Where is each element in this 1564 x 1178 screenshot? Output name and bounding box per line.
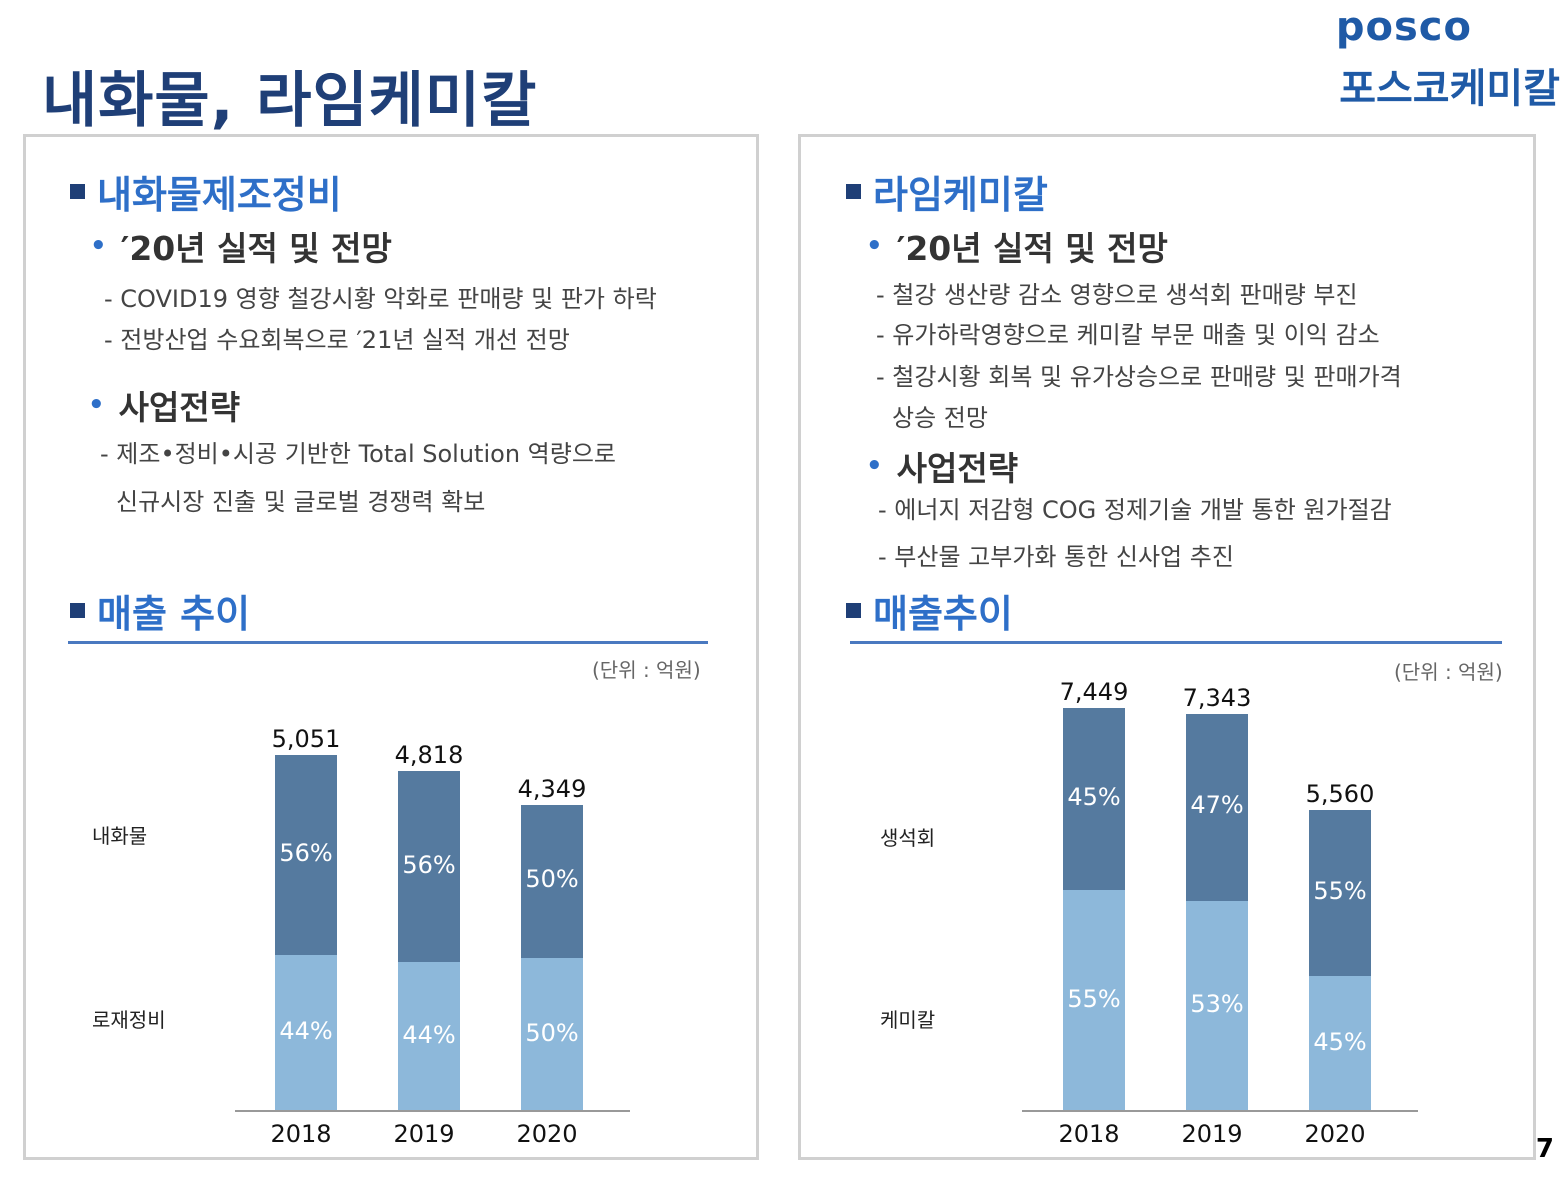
left-strategy-line-2: 신규시장 진출 및 글로벌 경쟁력 확보 (116, 488, 486, 516)
bullet-dot-icon: • (90, 231, 107, 261)
page-number: 7 (1535, 1134, 1554, 1164)
right-results-line-2: - 유가하락영향으로 케미칼 부문 매출 및 이익 감소 (876, 321, 1380, 349)
data-label-share: 44% (279, 1017, 333, 1046)
left-sales-title-text: 매출 추이 (97, 592, 251, 636)
bar-segment-케미칼-2019 (1186, 900, 1248, 1112)
left-results-line-1: - COVID19 영향 철강시황 악화로 판매량 및 판가 하락 (104, 285, 657, 313)
data-label-share: 53% (1190, 990, 1244, 1019)
left-chart-axis (235, 1110, 630, 1112)
data-label-share: 50% (525, 1019, 579, 1048)
right-unit-label: (단위 : 억원) (1394, 660, 1503, 684)
bullet-dot-icon: • (866, 231, 883, 261)
left-strategy-heading-text: 사업전략 (118, 388, 241, 427)
right-results-heading: • ′20년 실적 및 전망 (866, 222, 1168, 270)
legend-top-series: 생석회 (880, 826, 936, 850)
bullet-dot-icon: • (88, 390, 105, 420)
data-label-share: 47% (1190, 791, 1244, 820)
bar-segment-내화물-2018 (275, 754, 337, 955)
page-title: 내화물, 라임케미칼 (42, 66, 538, 136)
data-label-total: 5,560 (1305, 780, 1375, 809)
data-label-total: 7,449 (1059, 678, 1129, 706)
posco-logo: posco (1335, 4, 1472, 50)
legend-bottom-series: 케미칼 (880, 1008, 936, 1032)
right-strategy-heading: • 사업전략 (866, 442, 1018, 490)
data-label-share: 56% (279, 838, 333, 867)
square-bullet-icon (70, 603, 85, 618)
left-results-line-2: - 전방산업 수요회복으로 ′21년 실적 개선 전망 (104, 326, 570, 354)
data-label-total: 4,349 (517, 774, 587, 803)
left-section-title-text: 내화물제조정비 (97, 173, 342, 217)
data-label-share: 55% (1313, 877, 1367, 906)
left-strategy-heading: • 사업전략 (88, 381, 240, 429)
posco-chemical-logo: 포스코케미칼 (1339, 66, 1560, 112)
data-label-share: 45% (1313, 1028, 1367, 1057)
left-results-heading: • ′20년 실적 및 전망 (90, 222, 392, 270)
bar-segment-생석회-2020 (1309, 810, 1371, 977)
square-bullet-icon (846, 603, 861, 618)
data-label-total: 5,051 (271, 724, 341, 753)
x-tick-label: 2018 (1058, 1120, 1120, 1148)
right-divider (850, 641, 1502, 644)
data-label-share: 55% (1067, 984, 1121, 1013)
x-tick-label: 2020 (1304, 1120, 1366, 1148)
right-results-line-4: 상승 전망 (892, 404, 988, 432)
x-tick-label: 2018 (270, 1120, 332, 1148)
right-results-heading-text: ′20년 실적 및 전망 (896, 229, 1168, 268)
left-sales-title: 매출 추이 (70, 583, 250, 638)
right-sales-title: 매출추이 (846, 583, 1013, 638)
bar-segment-로재정비-2020 (521, 958, 583, 1112)
bar-segment-케미칼-2018 (1063, 889, 1125, 1112)
data-label-share: 50% (525, 865, 579, 894)
data-label-total: 7,343 (1182, 683, 1252, 712)
x-tick-label: 2019 (1181, 1120, 1243, 1148)
right-section-title-text: 라임케미칼 (873, 173, 1048, 217)
left-strategy-line-1: - 제조•정비•시공 기반한 Total Solution 역량으로 (100, 440, 616, 468)
left-divider (68, 641, 708, 644)
x-tick-label: 2020 (516, 1120, 578, 1148)
bar-segment-케미칼-2020 (1309, 976, 1371, 1112)
right-strategy-line-1: - 에너지 저감형 COG 정제기술 개발 통한 원가절감 (878, 496, 1392, 524)
data-label-share: 44% (402, 1021, 456, 1050)
right-sales-title-text: 매출추이 (873, 592, 1013, 636)
right-strategy-line-2: - 부산물 고부가화 통한 신사업 추진 (878, 543, 1234, 571)
left-section-title: 내화물제조정비 (70, 164, 342, 219)
bar-segment-생석회-2018 (1063, 708, 1125, 890)
data-label-total: 4,818 (394, 741, 464, 770)
bar-segment-내화물-2020 (521, 804, 583, 959)
x-tick-label: 2019 (393, 1120, 455, 1148)
bar-segment-내화물-2019 (398, 771, 460, 963)
right-panel (798, 134, 1536, 1160)
left-results-heading-text: ′20년 실적 및 전망 (120, 229, 392, 268)
square-bullet-icon (70, 184, 85, 199)
square-bullet-icon (846, 184, 861, 199)
left-panel (23, 134, 759, 1160)
right-strategy-heading-text: 사업전략 (896, 449, 1019, 488)
legend-top-series: 내화물 (92, 824, 148, 848)
bar-segment-로재정비-2018 (275, 954, 337, 1112)
right-chart-axis (1022, 1110, 1418, 1112)
data-label-share: 45% (1067, 782, 1121, 811)
legend-bottom-series: 로재정비 (92, 1008, 166, 1032)
bar-segment-생석회-2019 (1186, 713, 1248, 901)
bar-segment-로재정비-2019 (398, 962, 460, 1112)
bullet-dot-icon: • (866, 451, 883, 481)
right-results-line-1: - 철강 생산량 감소 영향으로 생석회 판매량 부진 (876, 281, 1358, 309)
right-section-title: 라임케미칼 (846, 164, 1048, 219)
right-results-line-3: - 철강시황 회복 및 유가상승으로 판매량 및 판매가격 (876, 363, 1402, 391)
data-label-share: 56% (402, 850, 456, 879)
left-unit-label: (단위 : 억원) (592, 658, 701, 682)
